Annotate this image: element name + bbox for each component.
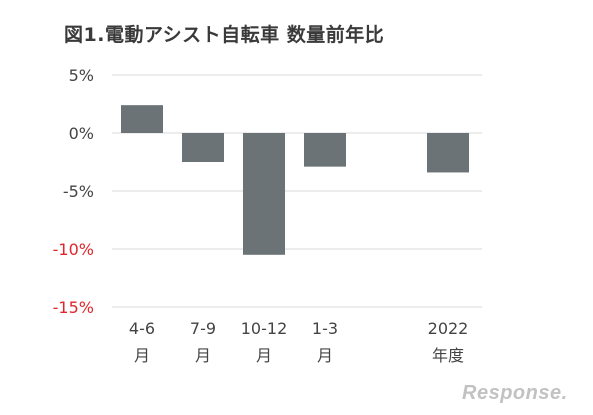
y-tick-label: -15% (53, 298, 94, 317)
x-tick-label-unit: 月 (317, 346, 333, 365)
bar (121, 105, 163, 133)
x-tick-label: 10-12 (241, 319, 288, 338)
bar (243, 133, 285, 255)
bar (427, 133, 469, 173)
x-tick-label: 4-6 (129, 319, 155, 338)
x-tick-label-unit: 月 (256, 346, 272, 365)
y-tick-label: 0% (69, 124, 94, 143)
x-tick-label: 7-9 (190, 319, 216, 338)
x-tick-label-unit: 月 (134, 346, 150, 365)
bar (182, 133, 224, 162)
chart-title: 図1.電動アシスト自転車 数量前年比 (64, 24, 385, 46)
watermark-text: Response. (462, 382, 568, 404)
bar (304, 133, 346, 167)
x-tick-label-unit: 月 (195, 346, 211, 365)
x-tick-label: 1-3 (312, 319, 338, 338)
watermark-logo: Response. (462, 382, 568, 405)
x-tick-label-unit: 年度 (432, 346, 464, 365)
y-tick-label: 5% (69, 66, 94, 85)
x-tick-label: 2022 (428, 319, 469, 338)
y-tick-label: -10% (53, 240, 94, 259)
y-tick-label: -5% (63, 182, 94, 201)
